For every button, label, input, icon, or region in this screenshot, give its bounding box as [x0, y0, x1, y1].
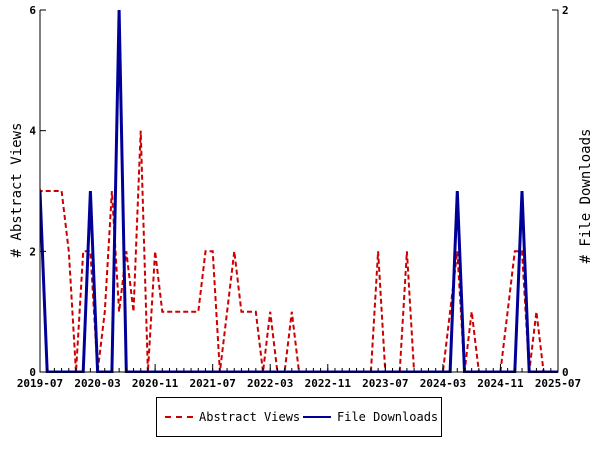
axes: 2019-07 2020-03 2020-11 2021-07 2022-03 2022-… — [17, 4, 581, 390]
series-line-file-downloads — [40, 9, 558, 373]
y-left-tick-label: 2 — [29, 245, 36, 258]
y-left-tick-label: 4 — [29, 125, 36, 138]
x-tick-label: 2020-11 — [132, 377, 179, 390]
legend-swatch-abstract-views — [165, 416, 193, 418]
x-tick-label: 2024-11 — [477, 377, 524, 390]
x-tick-label: 2023-07 — [362, 377, 408, 390]
x-tick-label: 2021-07 — [189, 377, 235, 390]
legend-item-abstract-views: Abstract Views — [165, 410, 300, 424]
y-left-tick-label: 0 — [29, 366, 36, 379]
y-right-axis-label: # File Downloads — [578, 129, 594, 264]
legend-swatch-file-downloads — [303, 416, 331, 418]
y-left-tick-label: 6 — [29, 4, 36, 17]
y-right-tick-label: 2 — [562, 4, 569, 17]
plot-area — [40, 9, 558, 373]
x-tick-label: 2025-07 — [535, 377, 581, 390]
x-tick-label: 2019-07 — [17, 377, 63, 390]
x-tick-label: 2022-03 — [247, 377, 293, 390]
x-tick-label: 2022-11 — [305, 377, 352, 390]
legend-item-file-downloads: File Downloads — [303, 410, 438, 424]
legend-label-file-downloads: File Downloads — [337, 410, 439, 424]
x-tick-label: 2024-03 — [420, 377, 466, 390]
y-left-axis-label: # Abstract Views — [9, 123, 25, 258]
legend-label-abstract-views: Abstract Views — [199, 410, 301, 424]
y-right-tick-label: 0 — [562, 366, 569, 379]
legend: Abstract Views File Downloads — [156, 397, 442, 437]
x-tick-label: 2020-03 — [74, 377, 120, 390]
